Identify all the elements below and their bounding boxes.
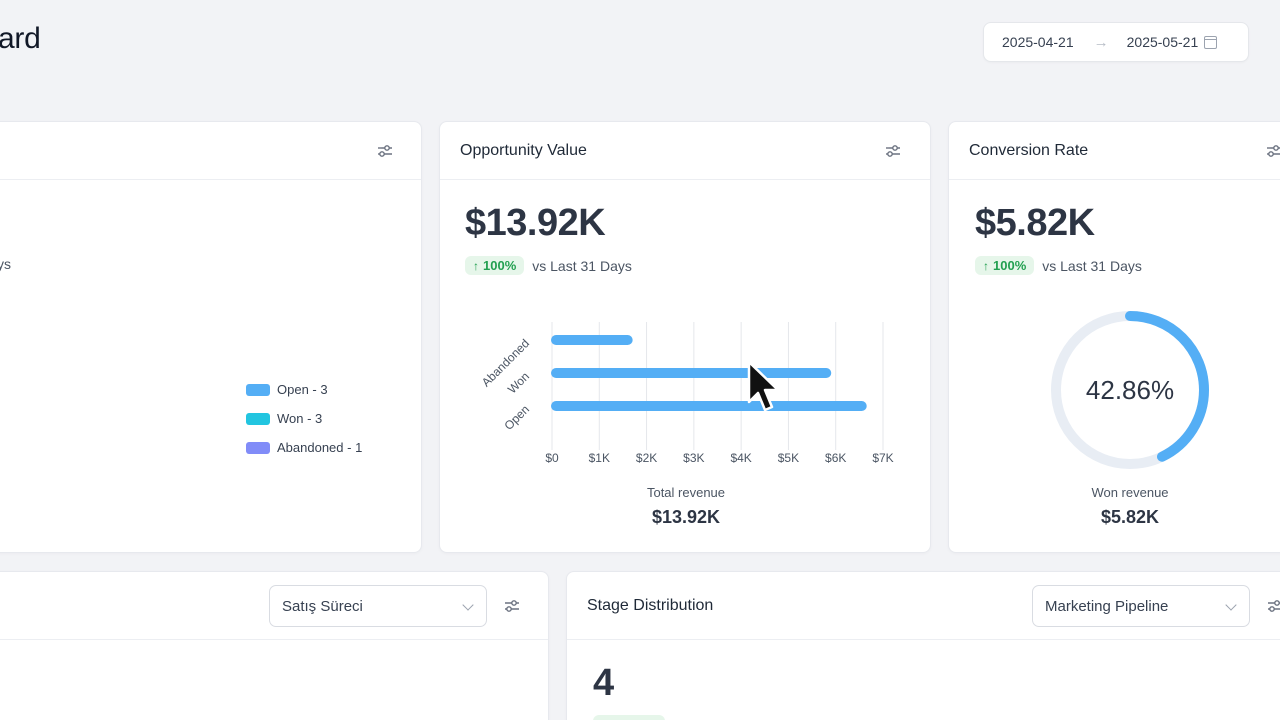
chevron-down-icon: [1225, 599, 1237, 611]
date-range-picker[interactable]: 2025-04-21 → 2025-05-21: [983, 22, 1249, 62]
conversion-value-amount: $5.82K: [975, 202, 1095, 244]
x-tick-label: $4K: [730, 451, 751, 465]
pipeline-card: Satış Süreci: [0, 571, 549, 720]
x-tick-label: $3K: [683, 451, 704, 465]
calendar-icon: [1204, 35, 1218, 49]
x-tick-label: $0: [545, 451, 559, 465]
legend-item: Open - 3: [246, 375, 362, 404]
card-header: Opportunity Value: [440, 122, 930, 180]
won-revenue-label: Won revenue: [1091, 485, 1169, 500]
opportunity-value-amount: $13.92K: [465, 202, 606, 244]
legend-swatch: [246, 383, 270, 396]
pipeline-select[interactable]: Marketing Pipeline: [1032, 585, 1250, 627]
date-end: 2025-05-21: [1126, 34, 1199, 50]
trend-row: ↑ 100% vs Last 31 Days: [465, 256, 632, 275]
mouse-cursor-icon: [747, 360, 780, 412]
legend-item: Won - 3: [246, 404, 362, 433]
arrow-up-icon: ↑: [473, 258, 479, 273]
won-revenue-value: $5.82K: [1100, 507, 1160, 527]
gauge-percent-label: 42.86%: [1085, 375, 1175, 405]
chevron-down-icon: [462, 599, 474, 611]
date-start: 2025-04-21: [1002, 34, 1074, 50]
filter-icon[interactable]: [504, 600, 520, 612]
opportunity-value-card: Opportunity Value $13.92K ↑ 100% vs Last …: [439, 121, 931, 553]
x-tick-label: $6K: [825, 451, 846, 465]
filter-icon[interactable]: [885, 145, 901, 157]
legend-swatch: [246, 441, 270, 454]
page-title: ard: [0, 22, 41, 55]
conversion-gauge: [1051, 311, 1209, 469]
card-header: Stage Distribution Marketing Pipeline: [567, 572, 1280, 640]
trend-badge: ↑ 100%: [975, 256, 1035, 275]
opportunity-status-card: ys Open - 3 Won - 3 Abandoned - 1: [0, 121, 422, 553]
trend-label: vs Last 31 Days: [1042, 257, 1142, 274]
x-tick-label: $1K: [589, 451, 610, 465]
card-header: Conversion Rate: [949, 122, 1280, 180]
filter-icon[interactable]: [1267, 600, 1280, 612]
legend-swatch: [246, 412, 270, 425]
trend-row: ↑ 100% vs Last 31 Days: [975, 256, 1142, 275]
arrow-right-icon: →: [1093, 33, 1109, 51]
status-legend: Open - 3 Won - 3 Abandoned - 1: [246, 375, 362, 462]
filter-icon[interactable]: [1266, 145, 1280, 157]
y-category-label: Won: [505, 369, 532, 396]
total-revenue-value: $13.92K: [651, 507, 721, 527]
x-tick-label: $7K: [872, 451, 893, 465]
y-category-label: Open: [501, 402, 532, 433]
pipeline-select[interactable]: Satış Süreci: [269, 585, 487, 627]
card-title: Conversion Rate: [969, 141, 1089, 159]
status-donut-chart: [0, 322, 61, 502]
trend-label: ys: [0, 256, 11, 272]
card-header: [0, 122, 421, 180]
trend-label: vs Last 31 Days: [532, 257, 632, 274]
total-revenue-label: Total revenue: [646, 485, 726, 500]
x-tick-label: $5K: [778, 451, 799, 465]
trend-badge: [593, 715, 665, 720]
card-title: Opportunity Value: [460, 141, 587, 159]
trend-badge: ↑ 100%: [465, 256, 525, 275]
stage-count: 4: [593, 662, 614, 704]
gauge-arc: [1051, 311, 1209, 469]
legend-item: Abandoned - 1: [246, 433, 362, 462]
stage-distribution-card: Stage Distribution Marketing Pipeline 4: [566, 571, 1280, 720]
x-tick-label: $2K: [636, 451, 657, 465]
filter-icon[interactable]: [377, 145, 393, 157]
card-header: Satış Süreci: [0, 572, 548, 640]
conversion-rate-card: Conversion Rate $5.82K ↑ 100% vs Last 31 …: [948, 121, 1280, 553]
arrow-up-icon: ↑: [983, 258, 989, 273]
card-title: Stage Distribution: [587, 596, 714, 614]
